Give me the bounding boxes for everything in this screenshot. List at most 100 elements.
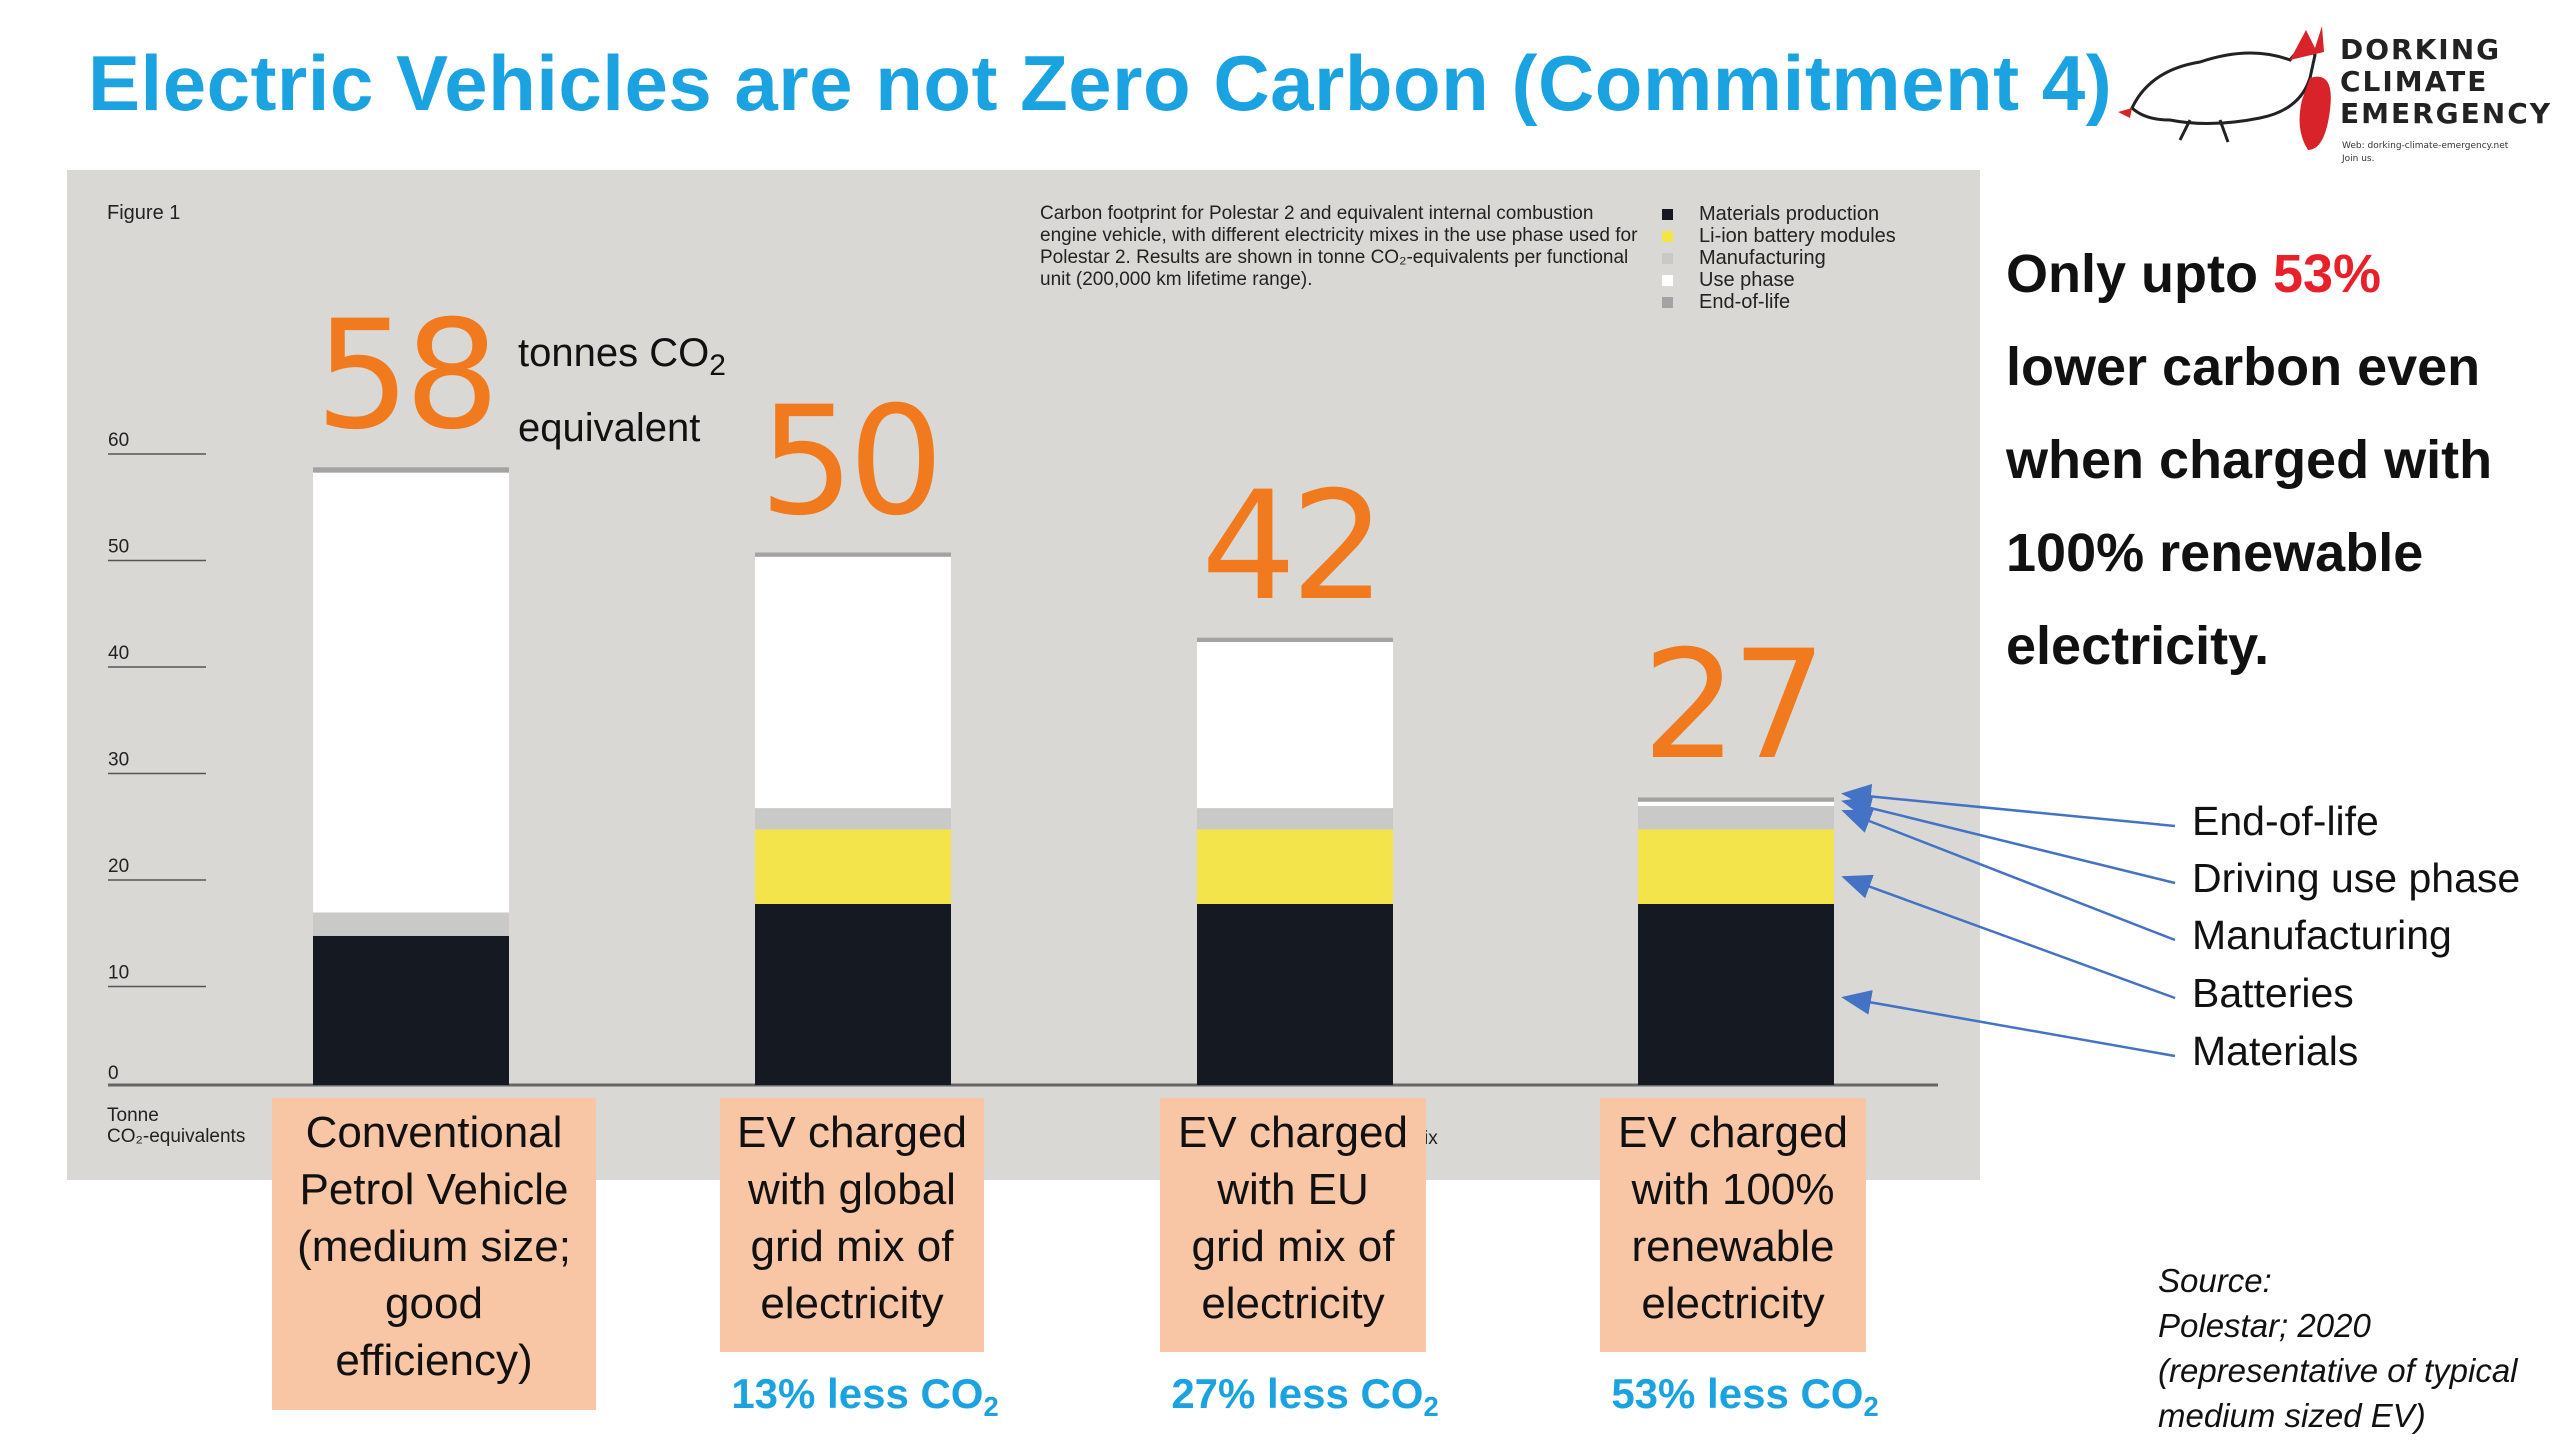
y-axis-title-line-2: CO₂-equivalents xyxy=(107,1126,246,1147)
segment-materials xyxy=(1197,903,1393,1085)
source-line: Polestar; 2020 xyxy=(2158,1307,2371,1344)
y-tick-label: 20 xyxy=(108,856,129,877)
legend-label: Materials production xyxy=(1699,203,1880,225)
page-title: Electric Vehicles are not Zero Carbon (C… xyxy=(88,39,2113,127)
legend-item: Materials production xyxy=(1662,203,1896,225)
segment-end-of-life xyxy=(1638,797,1834,802)
category-line: good xyxy=(385,1279,483,1328)
source-line: medium sized EV) xyxy=(2158,1397,2426,1434)
reduction-text: 13% less CO xyxy=(731,1370,984,1417)
category-line: grid mix of xyxy=(1191,1222,1395,1271)
category-line: Conventional xyxy=(305,1108,563,1157)
legend-swatch xyxy=(1662,230,1673,242)
component-label: Driving use phase xyxy=(2192,855,2521,901)
component-arrow xyxy=(1841,874,2176,1000)
segment-batteries xyxy=(755,829,951,904)
legend-swatch xyxy=(1662,252,1673,264)
segment-manufacturing xyxy=(755,808,951,830)
segment-batteries xyxy=(1638,829,1834,904)
total-label: 27 xyxy=(1642,619,1827,794)
category-line: grid mix of xyxy=(750,1222,954,1271)
category-line: with EU xyxy=(1217,1165,1369,1214)
total-label: 42 xyxy=(1201,459,1386,634)
category-line: EV charged xyxy=(1178,1108,1408,1157)
component-label: End-of-life xyxy=(2192,798,2379,844)
logo-line-1: DORKING xyxy=(2340,33,2502,66)
source-note: Source: Polestar; 2020 (representative o… xyxy=(2158,1258,2518,1438)
figure-caption: Carbon footprint for Polestar 2 and equi… xyxy=(1040,203,1638,290)
segment-use-phase xyxy=(1638,801,1834,806)
units-text: tonnes CO xyxy=(518,331,710,375)
reduction-subscript: 2 xyxy=(983,1391,999,1423)
component-arrow xyxy=(1841,990,2176,1058)
segment-use-phase xyxy=(1197,641,1393,809)
component-label: Materials xyxy=(2192,1028,2359,1074)
category-line: electricity xyxy=(760,1279,944,1328)
logo-text: DORKING CLIMATE EMERGENCY xyxy=(2340,34,2552,130)
category-line: electricity xyxy=(1201,1279,1385,1328)
logo-join: Join us. xyxy=(2342,154,2375,164)
segment-use-phase xyxy=(313,472,509,913)
note-prefix: Only upto xyxy=(2006,244,2273,304)
segment-end-of-life xyxy=(755,552,951,557)
segment-materials xyxy=(1638,903,1834,1085)
source-line: Source: xyxy=(2158,1262,2272,1299)
note-line: when charged with xyxy=(2006,430,2493,490)
legend-item: End-of-life xyxy=(1662,291,1896,313)
segment-materials xyxy=(755,903,951,1085)
segment-batteries xyxy=(1197,829,1393,904)
legend-label: End-of-life xyxy=(1699,291,1791,313)
chart-legend: Materials production Li-ion battery modu… xyxy=(1662,203,1896,313)
logo-line-2: CLIMATE xyxy=(2340,65,2489,98)
legend-label: Li-ion battery modules xyxy=(1699,225,1896,247)
category-line: electricity xyxy=(1641,1279,1825,1328)
legend-item: Use phase xyxy=(1662,269,1896,291)
segment-end-of-life xyxy=(1197,637,1393,642)
total-label: 50 xyxy=(759,374,944,549)
legend-item: Li-ion battery modules xyxy=(1662,225,1896,247)
reduction-label: 53% less CO2 xyxy=(1580,1370,1910,1423)
units-label: tonnes CO2 equivalent xyxy=(518,322,726,459)
segment-materials xyxy=(313,935,509,1085)
y-tick-label: 30 xyxy=(108,750,129,771)
legend-swatch xyxy=(1662,274,1673,286)
total-label: 58 xyxy=(315,289,500,464)
component-arrow xyxy=(1841,783,2176,828)
reduction-subscript: 2 xyxy=(1863,1391,1879,1423)
component-label: Manufacturing xyxy=(2192,912,2452,958)
segment-end-of-life xyxy=(313,467,509,473)
category-line: EV charged xyxy=(737,1108,967,1157)
note-highlight: 53% xyxy=(2272,244,2382,304)
y-tick-label: 0 xyxy=(108,1063,119,1084)
y-axis-title: Tonne CO₂-equivalents xyxy=(107,1105,245,1147)
category-line: with global xyxy=(748,1165,956,1214)
reduction-subscript: 2 xyxy=(1423,1391,1439,1423)
segment-use-phase xyxy=(755,556,951,809)
category-box: EV charged with global grid mix of elect… xyxy=(720,1098,984,1352)
segment-manufacturing xyxy=(1638,805,1834,830)
legend-label: Use phase xyxy=(1699,269,1795,291)
axis-fragment: ix xyxy=(1424,1128,1438,1149)
legend-swatch xyxy=(1662,208,1673,220)
note-line: electricity. xyxy=(2006,616,2270,676)
logo: DORKING CLIMATE EMERGENCY Web: dorking-c… xyxy=(2110,0,2560,180)
category-box: EV charged with EU grid mix of electrici… xyxy=(1160,1098,1426,1352)
legend-label: Manufacturing xyxy=(1699,247,1826,269)
component-arrow xyxy=(1841,795,2176,885)
segment-manufacturing xyxy=(313,912,509,936)
y-axis-title-line-1: Tonne xyxy=(107,1105,159,1126)
y-tick-label: 40 xyxy=(108,643,129,664)
category-line: (medium size; xyxy=(297,1222,571,1271)
note-line: 100% renewable xyxy=(2006,523,2424,583)
source-line: (representative of typical xyxy=(2158,1352,2518,1389)
rooster-logo-icon xyxy=(2118,26,2331,150)
category-line: EV charged xyxy=(1618,1108,1848,1157)
category-line: efficiency) xyxy=(335,1336,533,1385)
reduction-label: 13% less CO2 xyxy=(700,1370,1030,1423)
logo-web: Web: dorking-climate-emergency.net Join … xyxy=(2342,140,2508,166)
segment-manufacturing xyxy=(1197,808,1393,830)
category-box: Conventional Petrol Vehicle (medium size… xyxy=(272,1098,596,1410)
reduction-text: 27% less CO xyxy=(1171,1370,1424,1417)
category-line: Petrol Vehicle xyxy=(299,1165,569,1214)
